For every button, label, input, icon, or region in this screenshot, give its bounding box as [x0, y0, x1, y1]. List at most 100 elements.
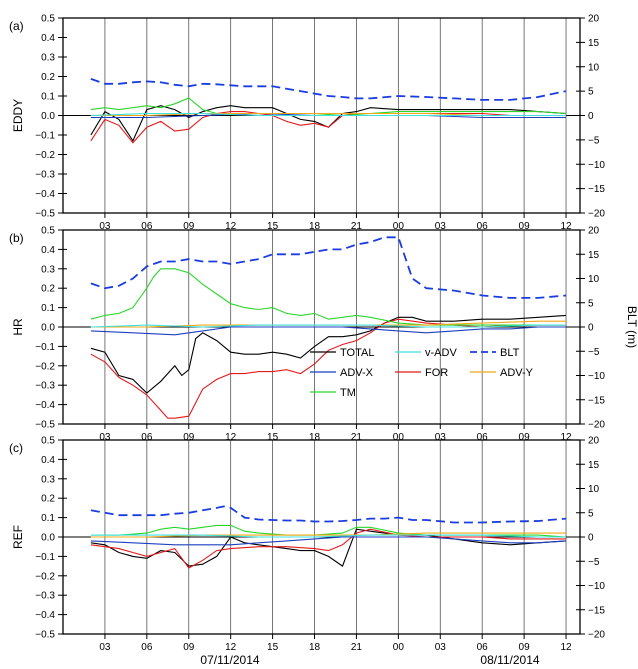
- y2-tick-label: 0: [588, 533, 594, 544]
- y-tick-label: −0.4: [35, 400, 55, 411]
- x-tick-label: 03: [435, 432, 447, 443]
- x-tick-label: 06: [477, 642, 489, 653]
- y2-tick-label: −20: [588, 209, 605, 220]
- x-tick-label: 03: [99, 221, 111, 232]
- x-tick-label: 06: [477, 432, 489, 443]
- x-tick-label: 09: [519, 642, 531, 653]
- y2-tick-label: 15: [588, 460, 600, 471]
- x-tick-label: 15: [267, 642, 279, 653]
- series-v-adv: [90, 534, 566, 538]
- legend-label-tm: TM: [340, 387, 356, 399]
- panel-1: 0.5 0.4 0.3 0.2 0.1 0.0 −0.1 −0.2 −0.3 −0.4 −0.5 20…: [9, 14, 605, 233]
- y2-tick-label: 5: [588, 87, 594, 98]
- x-tick-label: 06: [141, 642, 153, 653]
- y2-tick-label: −10: [588, 581, 605, 592]
- y-tick-label: −0.5: [35, 420, 55, 431]
- x-tick-label: 00: [393, 221, 405, 232]
- series-v-adv: [90, 112, 566, 117]
- series-group: [90, 236, 567, 419]
- y-tick-label: −0.3: [35, 381, 55, 392]
- x-tick-label: 12: [560, 432, 572, 443]
- y-tick-label: −0.2: [35, 361, 55, 372]
- y2-tick-label: −20: [588, 420, 605, 431]
- y-tick-label: −0.2: [35, 571, 55, 582]
- y-axis-label: EDDY: [11, 99, 25, 132]
- x-tick-label: 21: [351, 432, 363, 443]
- y-tick-label: 0.5: [41, 14, 55, 25]
- y2-tick-label: 15: [588, 250, 600, 261]
- x-tick-label: 03: [435, 221, 447, 232]
- y-tick-label: −0.1: [35, 552, 55, 563]
- x-tick-label: 12: [225, 642, 237, 653]
- y-tick-label: 0.1: [41, 303, 55, 314]
- legend-label-v-adv: v-ADV: [425, 347, 457, 359]
- x-tick-label: 09: [183, 432, 195, 443]
- series-for: [90, 318, 566, 419]
- y-tick-label: −0.3: [35, 591, 55, 602]
- y2-tick-label: −5: [588, 347, 600, 358]
- y-tick-label: 0.0: [41, 111, 55, 122]
- y2-tick-label: −15: [588, 395, 605, 406]
- y-tick-label: 0.3: [41, 53, 55, 64]
- y-tick-label: −0.4: [35, 610, 55, 621]
- series-adv-y: [90, 532, 566, 538]
- x-tick-label: 15: [267, 432, 279, 443]
- y2-tick-label: −15: [588, 184, 605, 195]
- x-tick-label: 12: [560, 642, 572, 653]
- y2-tick-label: −5: [588, 135, 600, 146]
- date-label-1: 07/11/2014: [200, 653, 259, 667]
- x-tick-label: 21: [351, 642, 363, 653]
- y-tick-label: 0.2: [41, 494, 55, 505]
- legend-label-for: FOR: [425, 367, 448, 379]
- y-tick-label: −0.3: [35, 170, 55, 181]
- y2-tick-label: −20: [588, 630, 605, 641]
- y2-tick-label: −15: [588, 605, 605, 616]
- y-tick-label: 0.2: [41, 72, 55, 83]
- y2-tick-label: 10: [588, 484, 600, 495]
- x-tick-label: 18: [309, 432, 321, 443]
- x-tick-label: 12: [225, 432, 237, 443]
- y-tick-label: 0.5: [41, 226, 55, 237]
- y2-tick-label: 0: [588, 323, 594, 334]
- y-tick-label: 0.1: [41, 513, 55, 524]
- y-tick-label: 0.0: [41, 323, 55, 334]
- x-tick-label: 03: [99, 432, 111, 443]
- x-tick-label: 18: [309, 642, 321, 653]
- y-tick-label: −0.1: [35, 342, 55, 353]
- y-tick-label: 0.3: [41, 474, 55, 485]
- right-axis-label: BLT (m): [625, 306, 638, 348]
- y-tick-label: 0.3: [41, 264, 55, 275]
- y2-tick-label: 0: [588, 111, 594, 122]
- series-group: [90, 505, 567, 569]
- series-adv-x: [90, 536, 567, 546]
- legend-label-total: TOTAL: [340, 347, 374, 359]
- y-tick-label: −0.2: [35, 150, 55, 161]
- series-total: [90, 105, 567, 142]
- panel-2: 0.5 0.4 0.3 0.2 0.1 0.0 −0.1 −0.2 −0.3 −0.4 −0.5 20…: [9, 226, 605, 444]
- series-group: [90, 78, 567, 144]
- panel-tag: (a): [9, 19, 24, 33]
- y2-tick-label: 10: [588, 274, 600, 285]
- series-blt: [90, 505, 567, 524]
- y-axis-label: REF: [11, 525, 25, 549]
- y-tick-label: 0.4: [41, 33, 55, 44]
- date-label-2: 08/11/2014: [480, 653, 539, 667]
- series-blt: [90, 78, 567, 101]
- y2-tick-label: −10: [588, 371, 605, 382]
- y2-tick-label: 20: [588, 14, 600, 25]
- legend-label-adv-y: ADV-Y: [500, 367, 534, 379]
- series-adv-x: [90, 326, 566, 336]
- y2-tick-label: 20: [588, 226, 600, 237]
- x-tick-label: 03: [435, 642, 447, 653]
- y2-tick-label: 5: [588, 508, 594, 519]
- legend-label-adv-x: ADV-X: [340, 367, 374, 379]
- x-tick-label: 00: [393, 642, 405, 653]
- y2-tick-label: 10: [588, 62, 600, 73]
- y2-tick-label: 15: [588, 38, 600, 49]
- y2-tick-label: 20: [588, 436, 600, 447]
- x-tick-label: 12: [225, 221, 237, 232]
- series-blt: [90, 236, 567, 299]
- legend-label-blt: BLT: [500, 347, 520, 359]
- x-tick-label: 09: [519, 432, 531, 443]
